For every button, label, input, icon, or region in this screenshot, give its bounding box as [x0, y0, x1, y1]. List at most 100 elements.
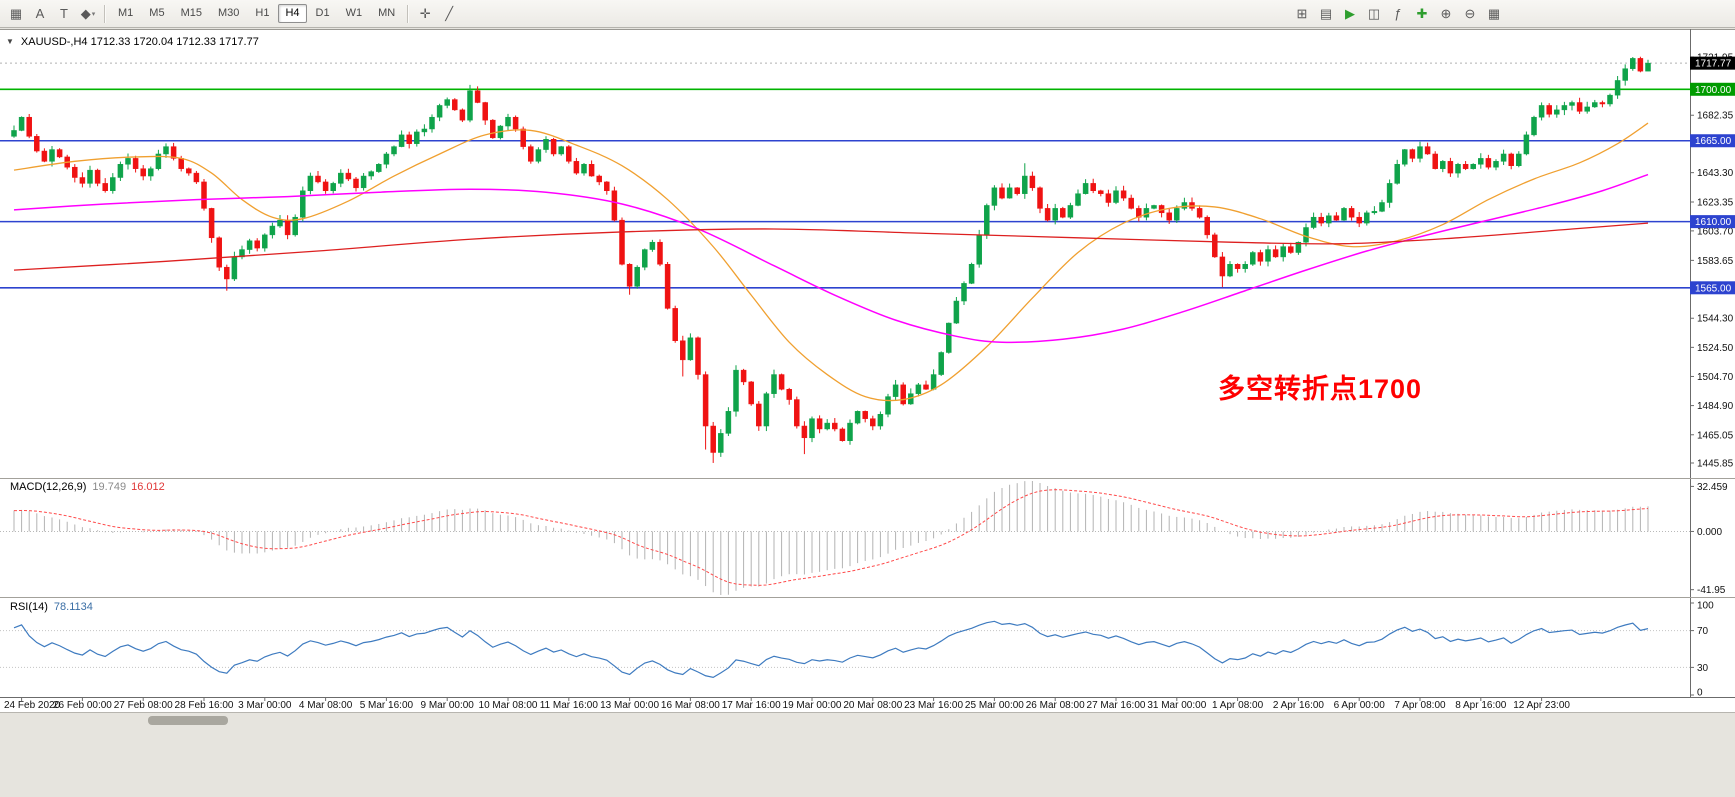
timeframe-mn[interactable]: MN [378, 7, 396, 19]
candle [1151, 204, 1157, 210]
candle [79, 172, 86, 188]
time-axis-label: 9 Mar 00:00 [421, 700, 475, 711]
macd-axis-tick: -41.95 [1697, 585, 1726, 596]
timeframe-w1[interactable]: W1 [345, 7, 363, 19]
candle [269, 222, 276, 239]
candle [1204, 215, 1210, 239]
candle [1561, 101, 1568, 116]
candle [1409, 148, 1416, 163]
time-axis-label: 10 Mar 08:00 [479, 700, 538, 711]
candle [482, 101, 488, 125]
profiles-icon[interactable]: ▤ [1319, 5, 1333, 21]
timeframe-h1[interactable]: H1 [255, 7, 270, 19]
candle [619, 217, 625, 266]
candle [1432, 151, 1438, 170]
cursor-tool-icon[interactable]: T [60, 6, 68, 21]
candle [892, 379, 899, 401]
price-pane[interactable] [0, 56, 1690, 463]
candle [1075, 189, 1081, 207]
candle [11, 125, 17, 138]
dropdown-caret-icon: ▾ [91, 10, 96, 18]
candle [832, 418, 838, 432]
candle [1333, 212, 1340, 221]
candle [1060, 206, 1066, 219]
time-axis-label: 8 Apr 16:00 [1455, 700, 1507, 711]
candle [642, 248, 648, 271]
annotation-text[interactable]: 多空转折点1700 [1218, 374, 1423, 404]
timeframe-m30[interactable]: M30 [217, 7, 240, 19]
text-tool-icon[interactable]: A [35, 6, 45, 21]
candle [307, 172, 314, 195]
rsi-name: RSI(14) [10, 601, 48, 613]
svg-text:1610.00: 1610.00 [1695, 217, 1732, 228]
macd-pane[interactable] [0, 481, 1690, 595]
zoom-in-icon[interactable]: ⊕ [1440, 5, 1452, 21]
auto-trading-icon[interactable]: ▶ [1345, 5, 1355, 21]
candle [1554, 105, 1560, 118]
chart-window[interactable]: 1721.951682.351643.301623.351603.701583.… [0, 29, 1735, 797]
price-axis-tick: 1504.70 [1697, 372, 1734, 383]
candle [923, 380, 929, 390]
candle [1265, 245, 1271, 267]
toolbar-mid-tools: ✛ ╱ [413, 4, 461, 24]
candle [839, 427, 846, 442]
chart-scrollbar-thumb[interactable] [148, 716, 228, 725]
time-axis-label: 17 Mar 16:00 [722, 700, 781, 711]
candle [414, 129, 420, 147]
time-axis-label: 26 Mar 08:00 [1026, 700, 1085, 711]
timeframe-d1[interactable]: D1 [315, 7, 330, 19]
candle [1386, 179, 1393, 208]
candle [1584, 101, 1590, 114]
timeframe-h4[interactable]: H4 [278, 4, 307, 23]
crosshair-icon[interactable]: ✛ [419, 5, 431, 21]
rsi-pane[interactable] [0, 620, 1690, 678]
indicators-icon[interactable]: ƒ [1394, 6, 1402, 21]
price-axis-tick: 1524.50 [1697, 343, 1734, 354]
candle [87, 165, 93, 188]
trendline-icon[interactable]: ╱ [445, 5, 454, 21]
chart-canvas[interactable]: 1721.951682.351643.301623.351603.701583.… [0, 29, 1735, 797]
add-indicator-icon[interactable]: ✚ [1416, 5, 1428, 21]
new-order-icon[interactable]: ◫ [1367, 5, 1381, 21]
candle [246, 238, 253, 254]
candle [725, 407, 732, 437]
one-click-trading-toggle-icon[interactable]: ▼ [6, 37, 14, 46]
candle [1181, 197, 1188, 211]
shapes-dropdown-icon[interactable]: ◆ ▾ [80, 5, 96, 21]
candle [94, 168, 101, 187]
candle [1462, 161, 1469, 171]
time-axis-label: 6 Apr 00:00 [1334, 700, 1386, 711]
zoom-out-icon[interactable]: ⊖ [1464, 5, 1476, 21]
timeframe-m15[interactable]: M15 [180, 7, 202, 19]
price-tag-1610.00 [1690, 215, 1735, 229]
svg-text:1565.00: 1565.00 [1695, 283, 1732, 294]
candle [452, 98, 458, 111]
candle [1234, 263, 1241, 273]
candle [1348, 205, 1355, 221]
macd-axis-tick: 0.000 [1697, 527, 1722, 538]
timeframe-m1[interactable]: M1 [118, 7, 134, 19]
toolbar-right-tools: ⊞ ▤ ▶ ◫ ƒ ✚ ⊕ ⊖ ▦ [1290, 4, 1506, 24]
candle [535, 147, 542, 164]
candle [1288, 242, 1294, 254]
candle [1371, 206, 1378, 215]
time-axis-label: 16 Mar 08:00 [661, 700, 720, 711]
candle [376, 163, 382, 173]
tile-windows-icon[interactable]: ▦ [1487, 5, 1501, 21]
tick-chart-icon[interactable]: ▦ [9, 5, 23, 21]
candle [239, 245, 245, 260]
candle [459, 108, 466, 123]
candle [467, 84, 473, 123]
svg-text:1717.77: 1717.77 [1695, 59, 1732, 70]
candle [368, 170, 374, 180]
candle [1470, 163, 1476, 170]
price-axis[interactable]: 1721.951682.351643.301623.351603.701583.… [1690, 29, 1735, 699]
candle [816, 415, 823, 434]
macd-name: MACD(12,26,9) [10, 481, 87, 493]
timeframe-m5[interactable]: M5 [149, 7, 165, 19]
candle [824, 419, 830, 431]
new-chart-icon[interactable]: ⊞ [1296, 5, 1308, 21]
candle [1067, 202, 1074, 219]
time-axis-label: 26 Feb 00:00 [53, 700, 112, 711]
